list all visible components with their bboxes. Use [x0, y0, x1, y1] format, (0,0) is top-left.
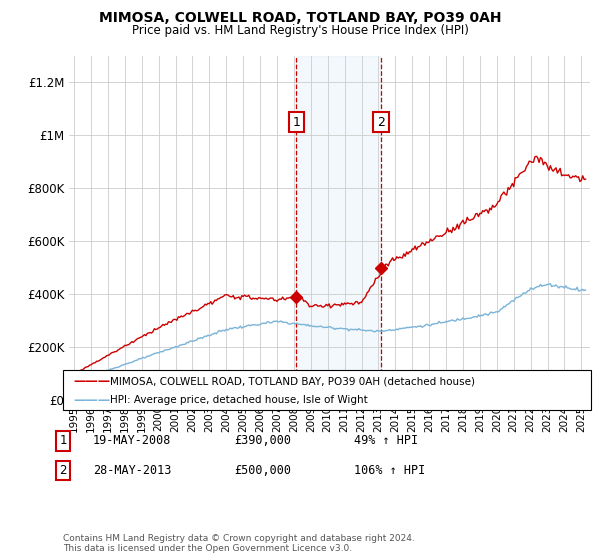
Text: 19-MAY-2008: 19-MAY-2008	[93, 434, 172, 447]
Text: 2: 2	[377, 116, 385, 129]
Bar	[296, 56, 381, 400]
Text: ———: ———	[73, 394, 110, 407]
Text: 28-MAY-2013: 28-MAY-2013	[93, 464, 172, 477]
Text: ———: ———	[73, 375, 110, 388]
Text: 2: 2	[59, 464, 67, 477]
Text: 49% ↑ HPI: 49% ↑ HPI	[354, 434, 418, 447]
Text: Price paid vs. HM Land Registry's House Price Index (HPI): Price paid vs. HM Land Registry's House …	[131, 24, 469, 36]
Text: MIMOSA, COLWELL ROAD, TOTLAND BAY, PO39 0AH: MIMOSA, COLWELL ROAD, TOTLAND BAY, PO39 …	[99, 11, 501, 25]
Text: 106% ↑ HPI: 106% ↑ HPI	[354, 464, 425, 477]
Text: 1: 1	[292, 116, 300, 129]
Text: HPI: Average price, detached house, Isle of Wight: HPI: Average price, detached house, Isle…	[110, 395, 368, 405]
Text: Contains HM Land Registry data © Crown copyright and database right 2024.
This d: Contains HM Land Registry data © Crown c…	[63, 534, 415, 553]
Text: £390,000: £390,000	[234, 434, 291, 447]
Text: £500,000: £500,000	[234, 464, 291, 477]
Text: MIMOSA, COLWELL ROAD, TOTLAND BAY, PO39 0AH (detached house): MIMOSA, COLWELL ROAD, TOTLAND BAY, PO39 …	[110, 376, 475, 386]
Text: 1: 1	[59, 434, 67, 447]
